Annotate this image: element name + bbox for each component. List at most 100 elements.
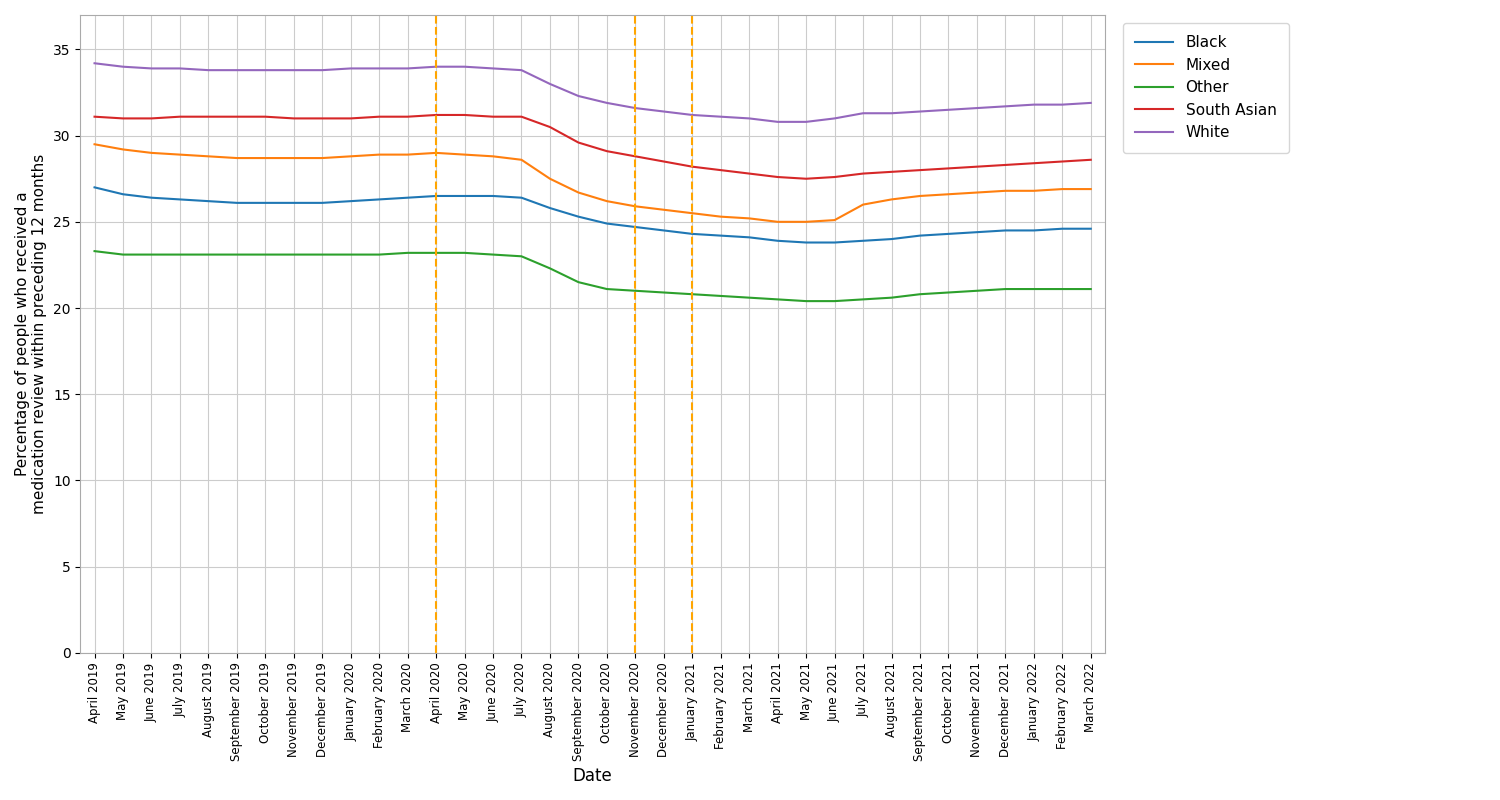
Other <box>513 251 531 261</box>
Other <box>171 250 189 259</box>
South Asian <box>570 138 588 147</box>
Legend: Black, Mixed, Other, South Asian, White: Black, Mixed, Other, South Asian, White <box>1124 22 1288 153</box>
South Asian <box>627 151 645 161</box>
Other <box>1024 284 1042 294</box>
Other <box>598 284 616 294</box>
Other <box>910 290 928 299</box>
Other <box>968 286 986 295</box>
Other <box>285 250 303 259</box>
White <box>114 62 132 71</box>
White <box>570 91 588 101</box>
Line: White: White <box>94 63 1090 122</box>
South Asian <box>598 146 616 156</box>
Other <box>796 296 814 306</box>
Mixed <box>656 205 674 214</box>
Mixed <box>256 154 274 163</box>
South Asian <box>86 112 104 122</box>
Mixed <box>882 194 900 204</box>
South Asian <box>825 172 843 182</box>
Black <box>684 229 702 238</box>
South Asian <box>968 162 986 171</box>
Black <box>939 229 957 238</box>
Mixed <box>114 145 132 154</box>
Other <box>228 250 246 259</box>
South Asian <box>853 169 871 178</box>
Mixed <box>996 186 1014 196</box>
Y-axis label: Percentage of people who received a
medication review within preceding 12 months: Percentage of people who received a medi… <box>15 154 48 514</box>
White <box>513 66 531 75</box>
South Asian <box>370 112 388 122</box>
Mixed <box>1053 184 1071 194</box>
Mixed <box>86 139 104 149</box>
Other <box>86 246 104 256</box>
Black <box>200 196 217 206</box>
White <box>285 66 303 75</box>
Black <box>86 182 104 192</box>
Black <box>342 196 360 206</box>
Black <box>768 236 786 246</box>
South Asian <box>342 114 360 123</box>
Mixed <box>171 150 189 159</box>
Other <box>370 250 388 259</box>
Black <box>853 236 871 246</box>
Mixed <box>484 151 502 161</box>
Black <box>427 191 445 201</box>
South Asian <box>796 174 814 183</box>
Other <box>542 263 560 273</box>
Mixed <box>542 174 560 183</box>
White <box>939 105 957 114</box>
South Asian <box>684 162 702 171</box>
Other <box>882 293 900 302</box>
Mixed <box>1082 184 1100 194</box>
Other <box>627 286 645 295</box>
White <box>142 64 160 74</box>
Other <box>768 294 786 304</box>
Mixed <box>684 209 702 218</box>
Black <box>910 231 928 241</box>
Line: Black: Black <box>94 187 1090 242</box>
Mixed <box>796 217 814 226</box>
White <box>314 66 332 75</box>
Mixed <box>1024 186 1042 196</box>
Black <box>114 190 132 199</box>
Mixed <box>853 200 871 210</box>
South Asian <box>285 114 303 123</box>
White <box>968 103 986 113</box>
South Asian <box>711 166 729 175</box>
Black <box>513 193 531 202</box>
Other <box>939 288 957 298</box>
White <box>171 64 189 74</box>
White <box>796 117 814 126</box>
White <box>1053 100 1071 110</box>
Other <box>711 291 729 301</box>
White <box>1024 100 1042 110</box>
Other <box>142 250 160 259</box>
South Asian <box>484 112 502 122</box>
White <box>1082 98 1100 108</box>
White <box>825 114 843 123</box>
Black <box>256 198 274 208</box>
Line: Other: Other <box>94 251 1090 301</box>
Black <box>285 198 303 208</box>
Black <box>796 238 814 247</box>
Black <box>171 194 189 204</box>
Mixed <box>598 196 616 206</box>
Mixed <box>939 190 957 199</box>
Line: South Asian: South Asian <box>94 115 1090 178</box>
Mixed <box>711 212 729 222</box>
Black <box>825 238 843 247</box>
Black <box>1053 224 1071 234</box>
Other <box>740 293 758 302</box>
South Asian <box>314 114 332 123</box>
Mixed <box>314 154 332 163</box>
Other <box>342 250 360 259</box>
White <box>627 103 645 113</box>
Other <box>256 250 274 259</box>
South Asian <box>427 110 445 120</box>
South Asian <box>1053 157 1071 166</box>
Mixed <box>825 215 843 225</box>
South Asian <box>114 114 132 123</box>
Mixed <box>285 154 303 163</box>
Mixed <box>228 154 246 163</box>
South Asian <box>200 112 217 122</box>
